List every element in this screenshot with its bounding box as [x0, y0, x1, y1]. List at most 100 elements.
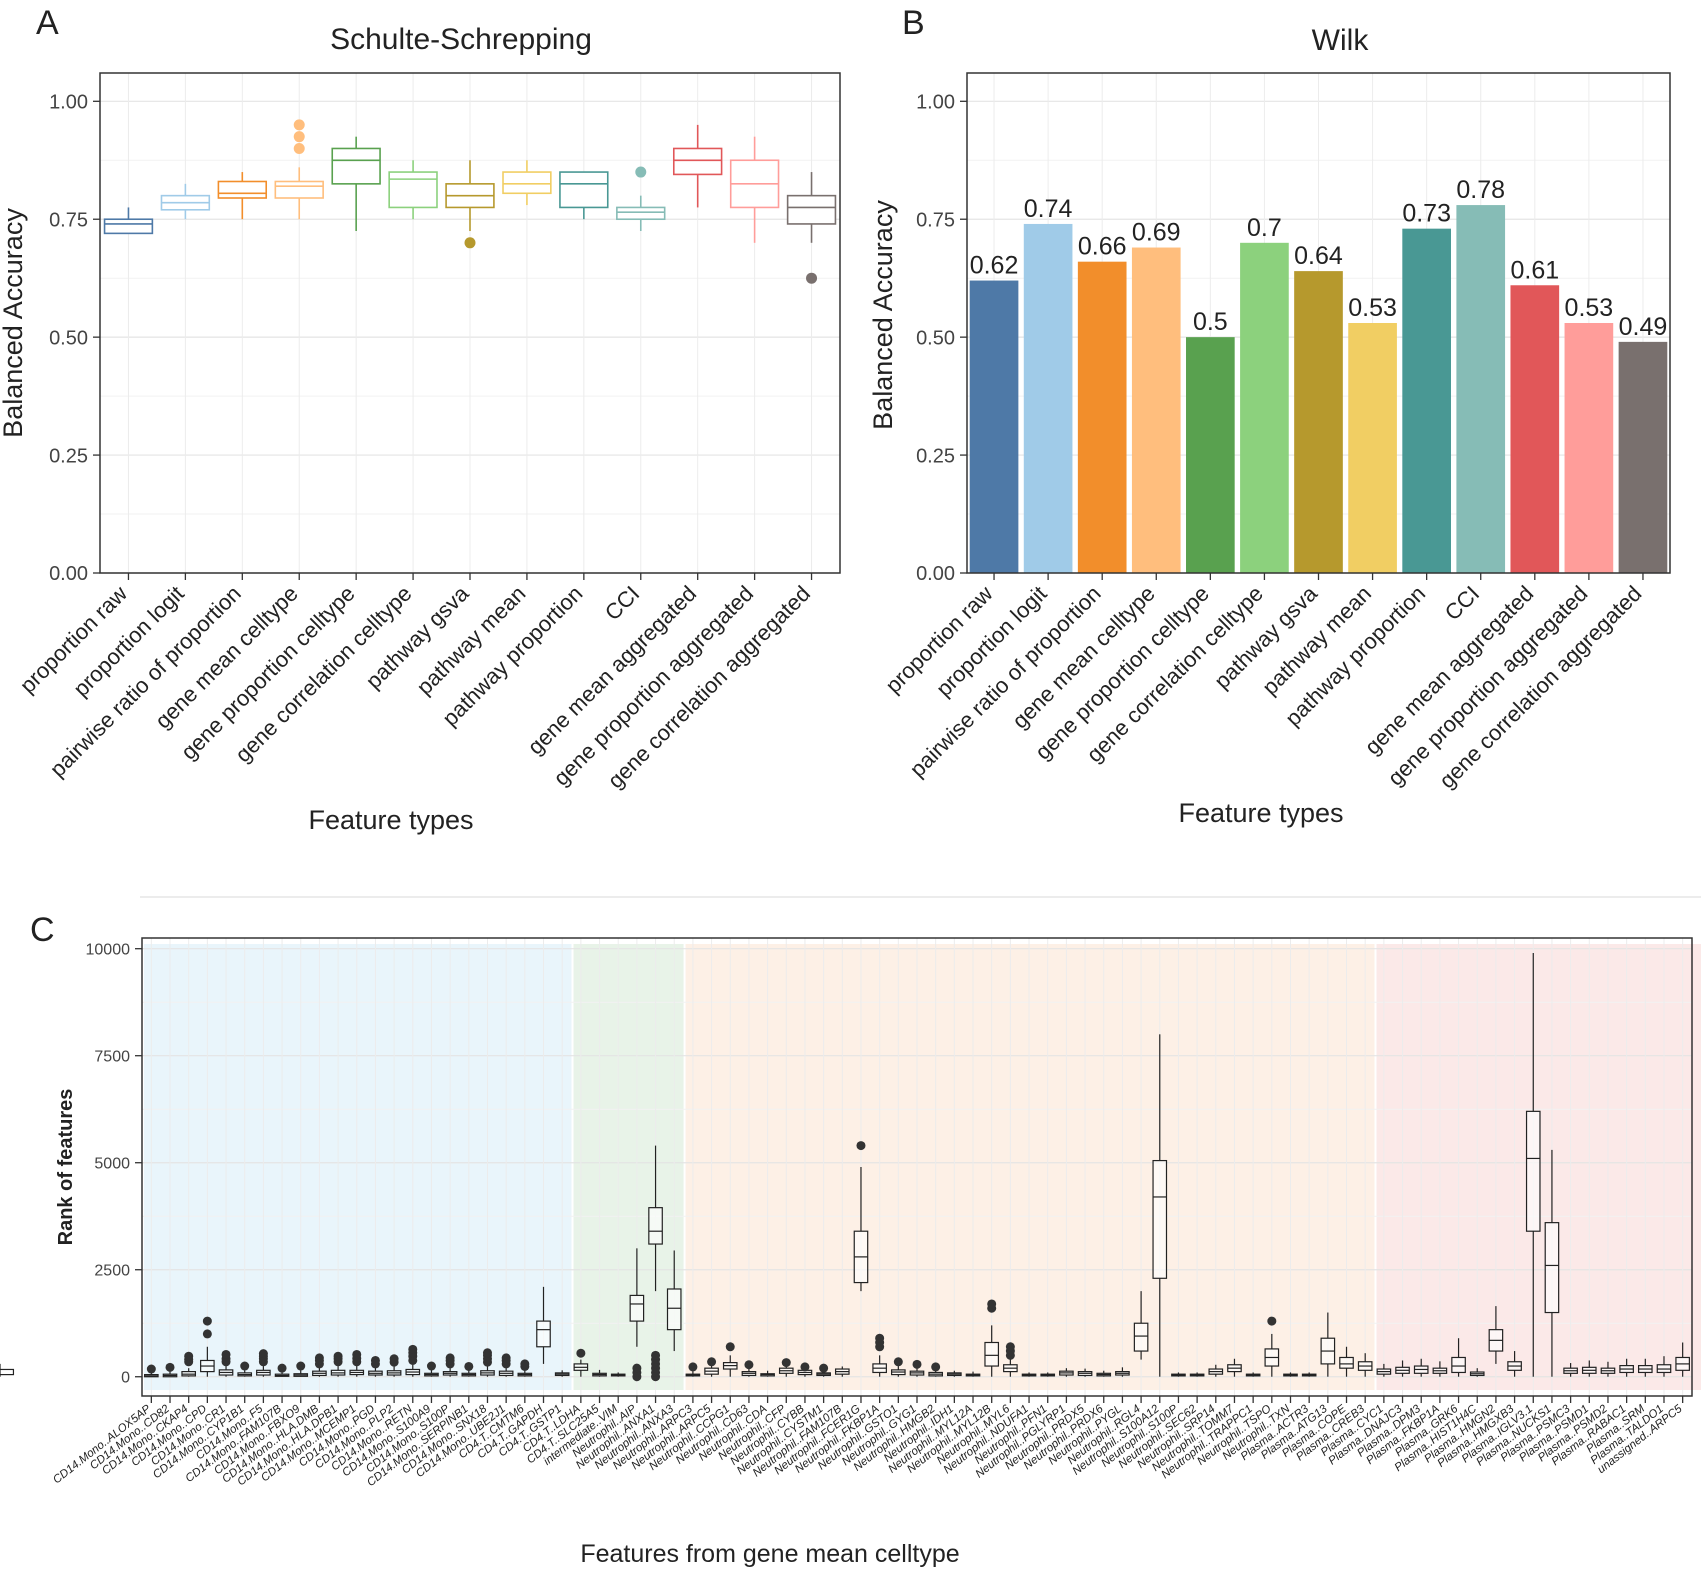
- group-background: [685, 944, 1375, 1390]
- y-tick-label: 10000: [86, 941, 131, 958]
- bar: [1131, 247, 1181, 573]
- box-outlier: [875, 1333, 885, 1343]
- y-tick-label: 2500: [94, 1262, 130, 1279]
- box-outlier: [1005, 1342, 1015, 1352]
- bar: [1510, 285, 1560, 573]
- box-outlier: [576, 1348, 586, 1358]
- group-background: [144, 944, 572, 1390]
- bar: [1077, 261, 1127, 573]
- bar-value-label: 0.78: [1456, 176, 1505, 204]
- box-body: [559, 171, 609, 209]
- bar: [1348, 323, 1397, 573]
- box-outlier: [293, 119, 305, 131]
- box-outlier: [408, 1344, 418, 1354]
- box-body: [786, 194, 837, 225]
- box-outlier: [352, 1349, 362, 1359]
- box-body: [629, 1294, 645, 1322]
- plot-border-c: [141, 937, 1693, 1397]
- bar: [1456, 205, 1506, 573]
- grid-c: [142, 938, 1692, 1396]
- box-body: [1525, 1110, 1541, 1232]
- bar-value-label: 0.5: [1193, 308, 1228, 336]
- bar: [1023, 223, 1073, 573]
- box-outlier: [635, 166, 647, 178]
- x-axis-label-a: Feature types: [308, 805, 473, 835]
- x-axis-label-c: Features from gene mean celltype: [580, 1540, 959, 1568]
- box-outlier: [426, 1361, 436, 1371]
- bar-value-label: 0.53: [1565, 294, 1614, 322]
- grid-a: [100, 73, 840, 574]
- box-outlier: [651, 1350, 661, 1360]
- box-outlier: [931, 1362, 941, 1372]
- box-body: [1133, 1322, 1149, 1352]
- y-tick-label: 5000: [94, 1155, 130, 1172]
- box-body: [616, 206, 666, 221]
- box-outlier: [293, 131, 305, 143]
- y-ticks-a: 0.00 0.25 0.50 0.75 1.00: [49, 92, 813, 585]
- bar-value-label: 0.49: [1619, 313, 1668, 341]
- bar: [1294, 271, 1343, 573]
- bar-value-label: 0.53: [1348, 294, 1397, 322]
- box-outlier: [806, 272, 818, 284]
- y-tick-label: 1.00: [49, 92, 88, 114]
- x-tick-label: CCI: [1440, 581, 1484, 625]
- y-tick-label: 0.25: [49, 445, 88, 467]
- boxes-c: [0, 952, 1690, 1382]
- box-outlier: [258, 1349, 268, 1359]
- box-outlier: [707, 1357, 717, 1367]
- y-ticks-b: 0.00 0.25 0.50 0.75 1.00: [916, 92, 1644, 585]
- bar-value-label: 0.62: [970, 252, 1019, 280]
- box-body: [1544, 1222, 1560, 1314]
- box-outlier: [370, 1355, 380, 1365]
- box-body: [388, 171, 438, 209]
- y-tick-label: 7500: [94, 1048, 130, 1065]
- panel-letter-c: C: [30, 911, 55, 949]
- box-body: [536, 1320, 551, 1348]
- y-tick-label: 0.75: [49, 209, 88, 231]
- y-tick-label: 0.25: [916, 445, 955, 467]
- box-outlier: [501, 1353, 511, 1363]
- box-body: [331, 147, 381, 185]
- box-body: [217, 180, 268, 199]
- box-outlier: [856, 1141, 866, 1151]
- panel-c: C 0 2500 5000 7500 10000 CD14.Mono..ALOX5APC…: [0, 911, 1701, 1568]
- boxes-a: [103, 119, 837, 284]
- box-outlier: [482, 1348, 492, 1358]
- box-body: [648, 1207, 663, 1245]
- box-outlier: [987, 1299, 997, 1309]
- group-background: [573, 944, 684, 1390]
- box-outlier: [314, 1353, 324, 1363]
- plot-border-b: [966, 72, 1671, 574]
- box-body: [103, 218, 154, 235]
- box-body: [672, 147, 723, 176]
- box-outlier: [800, 1362, 810, 1372]
- bars-b: 0.620.740.660.690.50.70.640.530.730.780.…: [970, 176, 1668, 573]
- y-ticks-c: 0 2500 5000 7500 10000: [86, 941, 1684, 1403]
- bar: [1564, 323, 1614, 573]
- box-outlier: [464, 1361, 474, 1371]
- y-tick-label: 0.00: [916, 563, 955, 585]
- box-outlier: [912, 1359, 922, 1369]
- bar: [1240, 242, 1289, 573]
- box-outlier: [819, 1363, 829, 1373]
- y-axis-label-c: Rank of features: [55, 1089, 77, 1246]
- box-body: [1451, 1356, 1466, 1374]
- panel-b: B Wilk 0.00 0.25 0.50 0.75 1.00 0.62 0.740.66…: [868, 4, 1671, 828]
- bar-value-label: 0.7: [1247, 214, 1282, 242]
- chart-title-b: Wilk: [1312, 24, 1370, 57]
- plot-border-a: [99, 72, 841, 574]
- x-tick-labels-c: CD14.Mono..ALOX5APCD14.Mono..CD82CD14.Mo…: [51, 1402, 1685, 1489]
- y-tick-label: 0.50: [916, 327, 955, 349]
- box-outlier: [221, 1349, 231, 1359]
- y-tick-label: 0.75: [916, 209, 955, 231]
- box-outlier: [445, 1353, 455, 1363]
- y-axis-label-b: Balanced Accuracy: [868, 200, 898, 430]
- box-body: [666, 1288, 682, 1331]
- box-outlier: [520, 1359, 530, 1369]
- box-body: [274, 180, 324, 199]
- box-outlier: [688, 1362, 698, 1372]
- bar-value-label: 0.69: [1132, 219, 1181, 247]
- box-outlier: [202, 1316, 212, 1326]
